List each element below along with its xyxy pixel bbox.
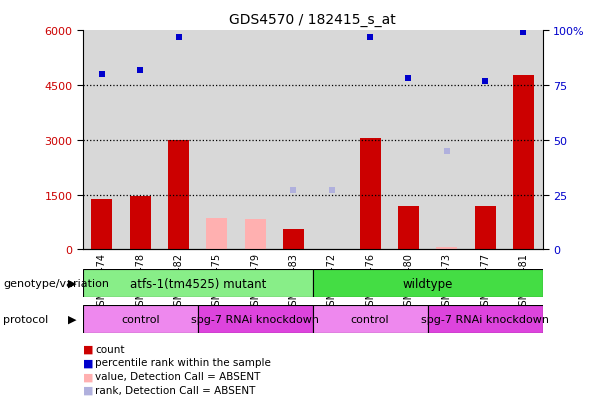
Bar: [159, 31, 197, 250]
Bar: [197, 305, 313, 333]
Bar: [504, 31, 543, 250]
Text: count: count: [95, 344, 124, 354]
Bar: [360, 139, 381, 250]
Text: value, Detection Call = ABSENT: value, Detection Call = ABSENT: [95, 371, 261, 381]
Bar: [466, 31, 504, 250]
Bar: [313, 305, 428, 333]
Bar: [236, 31, 275, 250]
Bar: [513, 76, 534, 250]
Bar: [313, 269, 543, 297]
Bar: [245, 220, 265, 250]
Text: rank, Detection Call = ABSENT: rank, Detection Call = ABSENT: [95, 385, 256, 395]
Text: control: control: [351, 314, 389, 324]
Bar: [83, 269, 313, 297]
Bar: [130, 197, 151, 250]
Bar: [283, 230, 304, 250]
Bar: [428, 31, 466, 250]
Bar: [197, 31, 236, 250]
Bar: [83, 31, 121, 250]
Text: protocol: protocol: [3, 314, 48, 324]
Bar: [474, 206, 495, 250]
Text: ■: ■: [83, 344, 93, 354]
Text: ■: ■: [83, 371, 93, 381]
Bar: [275, 31, 313, 250]
Bar: [168, 141, 189, 250]
Bar: [428, 305, 543, 333]
Text: spg-7 RNAi knockdown: spg-7 RNAi knockdown: [191, 314, 319, 324]
Bar: [91, 199, 112, 250]
Bar: [398, 206, 419, 250]
Bar: [313, 31, 351, 250]
Bar: [389, 31, 428, 250]
Bar: [207, 218, 227, 250]
Bar: [121, 31, 159, 250]
Text: percentile rank within the sample: percentile rank within the sample: [95, 358, 271, 368]
Text: ■: ■: [83, 385, 93, 395]
Text: atfs-1(tm4525) mutant: atfs-1(tm4525) mutant: [129, 277, 266, 290]
Text: genotype/variation: genotype/variation: [3, 278, 109, 288]
Text: ■: ■: [83, 358, 93, 368]
Text: spg-7 RNAi knockdown: spg-7 RNAi knockdown: [421, 314, 549, 324]
Text: wildtype: wildtype: [402, 277, 453, 290]
Bar: [436, 248, 457, 250]
Bar: [83, 305, 197, 333]
Bar: [351, 31, 389, 250]
Title: GDS4570 / 182415_s_at: GDS4570 / 182415_s_at: [229, 13, 396, 27]
Text: ▶: ▶: [68, 314, 77, 324]
Text: ▶: ▶: [68, 278, 77, 288]
Text: control: control: [121, 314, 159, 324]
